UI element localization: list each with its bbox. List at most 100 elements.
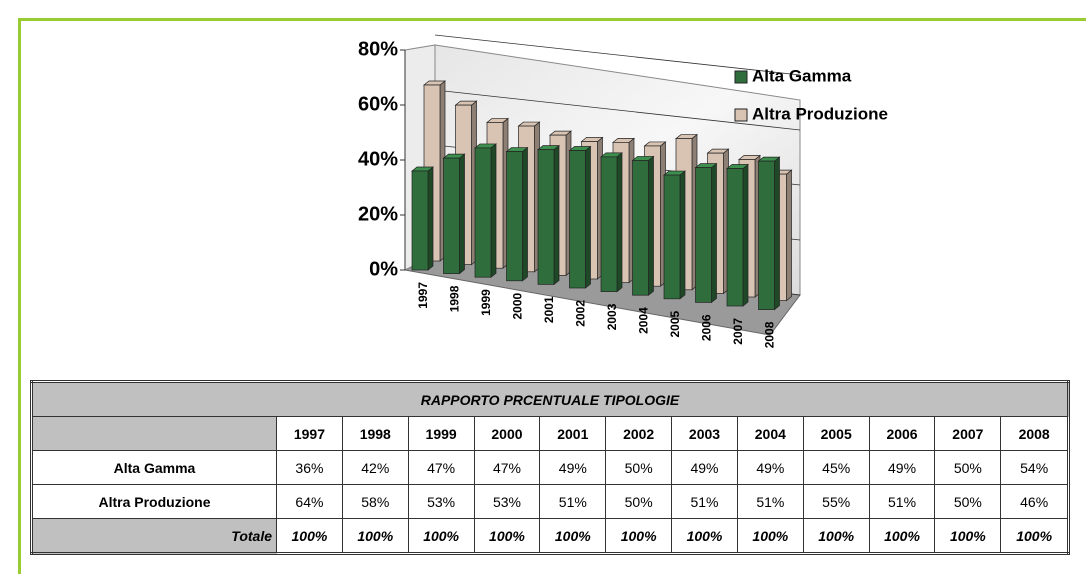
table-cell: 2004 (736, 416, 804, 451)
table-cell: 100% (802, 518, 870, 554)
table-cell: 100% (407, 518, 475, 554)
bar (632, 160, 649, 296)
x-tick-label: 2001 (542, 296, 556, 323)
bar-side (786, 169, 792, 302)
table-cell: 1998 (341, 416, 409, 451)
table-row: Alta Gamma 36% 42% 47% 47% 49% 50% 49% 49% 45% 49%… (31, 450, 1069, 485)
table-cell: 2005 (802, 416, 870, 451)
bar-side (742, 163, 749, 307)
table-cell: 54% (1000, 450, 1069, 485)
table-cell: 36% (276, 450, 343, 485)
table-cell: 2000 (473, 416, 541, 451)
table-row: Totale 100% 100% 100% 100% 100% 100% 100% 100% 10… (31, 518, 1069, 554)
bar (443, 157, 460, 274)
bar (695, 167, 712, 303)
x-tick-label: 2003 (605, 303, 619, 330)
y-tick-label: 80% (358, 38, 398, 60)
table-cell: 1999 (407, 416, 475, 451)
table-cell: 2001 (539, 416, 607, 451)
bar-side (459, 153, 465, 275)
table-cell: 50% (934, 484, 1002, 519)
grid-line (434, 89, 801, 131)
table-cell: 55% (802, 484, 870, 519)
table-cell: 53% (407, 484, 475, 519)
bar (474, 147, 492, 278)
bar (726, 168, 744, 307)
table-cell (31, 416, 277, 451)
chart: 0% 20% 40% 60% 80% 1997 1998 1999 2000 2001 2002 20… (358, 34, 888, 348)
bar-side (679, 170, 686, 300)
table-cell: 51% (736, 484, 804, 519)
table-cell: Altra Produzione (31, 484, 277, 519)
table-cell: 100% (605, 518, 673, 554)
table-cell: 2002 (605, 416, 673, 451)
grid-line (434, 34, 801, 76)
table-cell: 50% (934, 450, 1002, 485)
table-cell: 47% (473, 450, 541, 485)
table-cell: 2008 (1000, 416, 1069, 451)
table-row: Altra Produzione 64% 58% 53% 53% 51% 50% 51% 51%… (31, 484, 1069, 519)
x-tick-label: 2007 (731, 318, 745, 345)
table-cell: Totale (31, 518, 277, 554)
table-cell: 100% (473, 518, 541, 554)
legend-swatch (734, 70, 748, 84)
x-tick-label: 2006 (700, 314, 714, 341)
bar-side (553, 144, 560, 286)
table-cell: 1997 (276, 416, 343, 451)
bar (537, 149, 555, 285)
x-tick-label: 1997 (416, 282, 430, 309)
bar (569, 150, 586, 289)
frame (18, 18, 1086, 574)
bar-side (616, 152, 623, 293)
table-cell: 49% (539, 450, 607, 485)
table-cell: 100% (736, 518, 804, 554)
x-tick-label: 1998 (448, 285, 462, 312)
table-cell: Alta Gamma (31, 450, 277, 485)
table-cell: 2006 (868, 416, 936, 451)
table-cell: 51% (868, 484, 936, 519)
y-tick-label: 60% (358, 93, 398, 115)
bar-side (490, 143, 497, 278)
table-cell: 42% (341, 450, 409, 485)
data-table: RAPPORTO PRCENTUALE TIPOLOGIE 1997 1998 199… (30, 380, 1070, 555)
bar-side (427, 166, 434, 271)
table-cell: 49% (671, 450, 738, 485)
table-cell: 100% (276, 518, 343, 554)
x-tick-label: 2000 (511, 292, 525, 319)
bar-side (522, 146, 528, 282)
table-cell: 100% (1000, 518, 1069, 554)
table-cell: 100% (341, 518, 409, 554)
table-cell: 2003 (671, 416, 738, 451)
bar-side (711, 162, 717, 304)
y-tick-label: 40% (358, 148, 398, 170)
legend-label: Alta Gamma (752, 66, 852, 85)
bar-side (585, 145, 591, 289)
bar (663, 174, 681, 300)
table-cell: 100% (868, 518, 936, 554)
table-cell: 100% (671, 518, 738, 554)
x-tick-label: 2004 (637, 307, 651, 334)
table-cell: 47% (407, 450, 475, 485)
bar-side (774, 156, 780, 311)
table-cell: 100% (539, 518, 607, 554)
x-tick-label: 2008 (763, 321, 777, 348)
table-cell: 64% (276, 484, 343, 519)
table-cell: 50% (605, 450, 673, 485)
bar (600, 156, 618, 292)
table-cell: 49% (736, 450, 804, 485)
y-tick-label: 20% (358, 203, 398, 225)
table-cell: 46% (1000, 484, 1069, 519)
legend-label: Altra Produzione (752, 104, 888, 123)
table-cell: 53% (473, 484, 541, 519)
bar (506, 151, 523, 282)
legend-swatch (734, 108, 748, 122)
table-cell: 45% (802, 450, 870, 485)
x-tick-label: 2005 (668, 310, 682, 337)
bar (411, 170, 429, 271)
table-cell: 49% (868, 450, 936, 485)
y-tick-label: 0% (369, 258, 398, 280)
bar-side (648, 155, 654, 296)
table-cell: 100% (934, 518, 1002, 554)
x-tick-label: 1999 (479, 289, 493, 316)
